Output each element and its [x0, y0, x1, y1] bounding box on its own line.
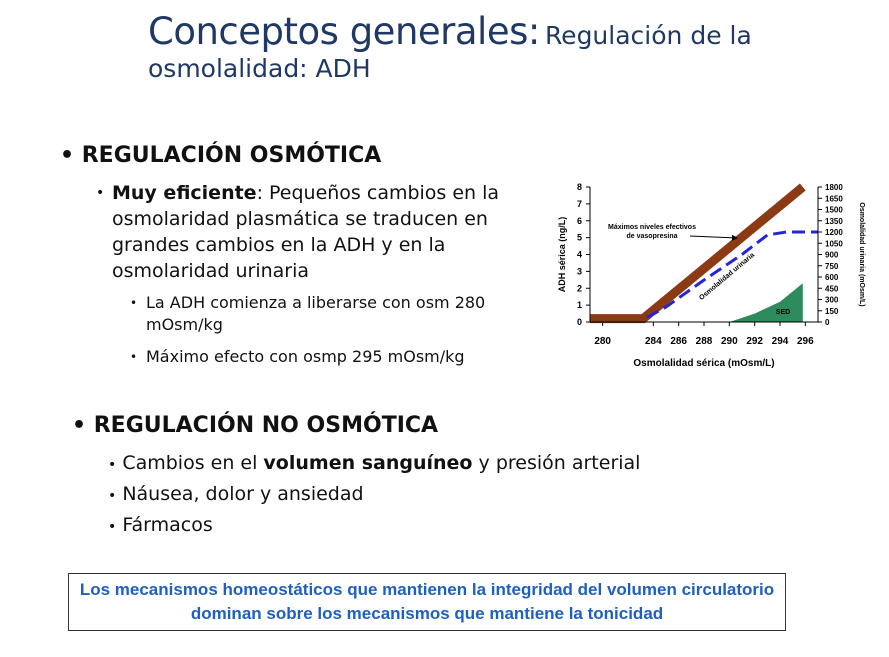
text: Máximo efecto con osmp 295 mOsm/kg [146, 347, 465, 366]
x-axis-title: Osmolalidad sérica (mOsm/L) [633, 358, 774, 369]
x-tick-label: 296 [797, 336, 814, 347]
y-tick-label: 7 [577, 199, 582, 209]
bullet: • Fármacos [108, 514, 213, 536]
text: Fármacos [122, 514, 213, 536]
area [729, 283, 803, 322]
y2-tick-label: 300 [825, 296, 839, 305]
y2-tick-label: 450 [825, 284, 839, 293]
y-tick-label: 8 [577, 182, 582, 192]
bold-text: Muy eficiente [112, 182, 257, 204]
y-tick-label: 2 [577, 283, 582, 293]
x-tick-label: 288 [696, 336, 713, 347]
sub-bullet: • La ADH comienza a liberarse con osm 280… [130, 292, 500, 336]
y2-tick-label: 1800 [825, 183, 843, 192]
y2-tick-label: 1350 [825, 217, 843, 226]
text: y presión arterial [472, 452, 641, 474]
x-tick-label: 280 [594, 336, 611, 347]
title: Conceptos generales: Regulación de la os… [148, 10, 848, 84]
title-main: Conceptos generales: [148, 10, 540, 53]
y2-tick-label: 600 [825, 273, 839, 282]
y-tick-label: 5 [577, 233, 582, 243]
x-tick-label: 286 [670, 336, 687, 347]
sub-bullet: • Máximo efecto con osmp 295 mOsm/kg [130, 346, 530, 368]
heading: • REGULACIÓN OSMÓTICA [60, 143, 382, 168]
y-axis-title: ADH sérica (ng/L) [557, 217, 567, 293]
annotation: Máximos niveles efectivos [608, 224, 696, 231]
bullet: • Cambios en el volumen sanguíneo y pres… [108, 452, 641, 474]
line [590, 183, 806, 324]
x-tick-label: 284 [645, 336, 662, 347]
y2-tick-label: 0 [825, 318, 830, 327]
y-tick-label: 6 [577, 216, 582, 226]
footer-box: Los mecanismos homeostáticos que mantien… [68, 573, 786, 631]
text: La ADH comienza a liberarse con osm 280 … [146, 293, 486, 334]
text: Náusea, dolor y ansiedad [122, 483, 364, 505]
bullet: • Náusea, dolor y ansiedad [108, 483, 364, 505]
y2-tick-label: 1500 [825, 206, 843, 215]
y2-tick-label: 750 [825, 262, 839, 271]
title-sub: Regulación de la osmolalidad: ADH [148, 21, 752, 84]
arrow [689, 234, 738, 241]
annotation: Osmolalidad urinaria [698, 252, 756, 302]
y2-tick-label: 1050 [825, 239, 843, 248]
bold-text: volumen sanguíneo [263, 452, 473, 474]
y2-tick-label: 1200 [825, 228, 843, 237]
x-tick-label: 290 [721, 336, 738, 347]
text: : Pequeños cambios en la osmolaridad pla… [112, 182, 500, 282]
y2-tick-label: 150 [825, 307, 839, 316]
y2-tick-label: 1650 [825, 194, 843, 203]
y-tick-label: 1 [577, 300, 582, 310]
annotation: SED [776, 309, 790, 316]
y-tick-label: 3 [577, 266, 582, 276]
heading-text: REGULACIÓN OSMÓTICA [81, 143, 382, 168]
line [646, 230, 818, 319]
y-tick-label: 0 [577, 317, 582, 327]
y2-tick-label: 900 [825, 251, 839, 260]
y-tick-label: 4 [577, 250, 582, 260]
x-tick-label: 294 [772, 336, 789, 347]
bullet: • Muy eficiente: Pequeños cambios en la o… [96, 182, 500, 282]
annotation: de vasopresina [627, 233, 678, 240]
y2-axis-title: Osmolalidad urinaria (mOsm/L) [858, 202, 865, 306]
heading: • REGULACIÓN NO OSMÓTICA [72, 413, 439, 438]
heading-text: REGULACIÓN NO OSMÓTICA [93, 413, 439, 438]
x-tick-label: 292 [746, 336, 763, 347]
text: Cambios en el [122, 452, 264, 474]
